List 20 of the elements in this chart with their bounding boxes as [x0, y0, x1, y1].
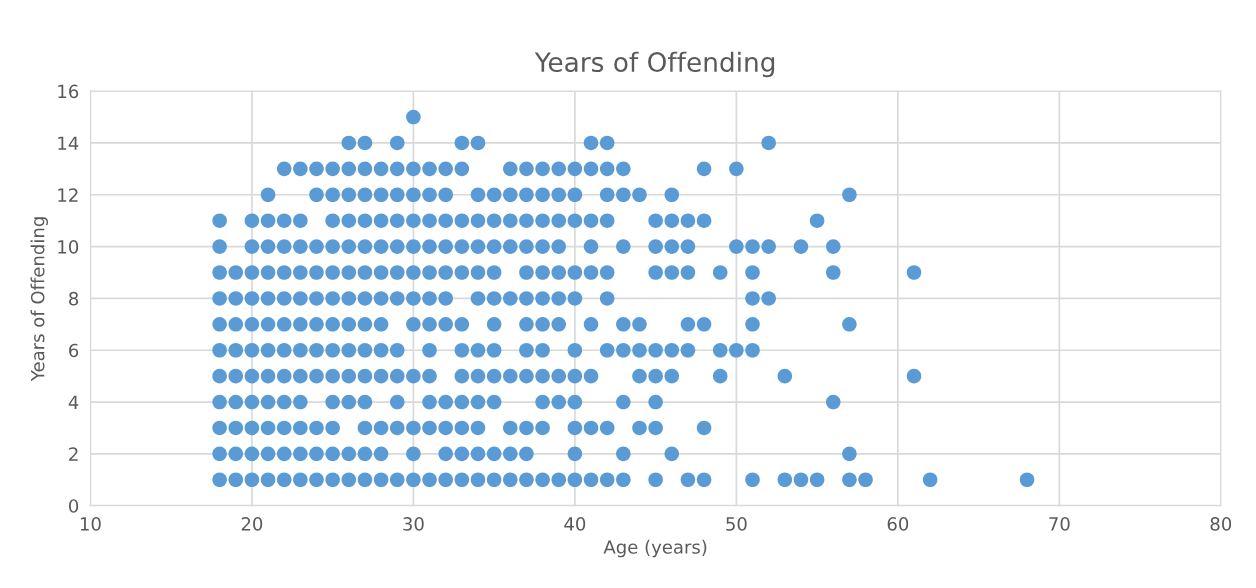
- y-tick-label: 4: [68, 395, 79, 409]
- y-axis-title: Years of Offending: [30, 217, 49, 382]
- x-tick-label: 30: [403, 517, 424, 531]
- y-tick-label: 16: [58, 84, 79, 99]
- y-tick-label: 0: [69, 499, 79, 513]
- y-tick-label: 10: [58, 240, 79, 254]
- x-tick-label: 50: [726, 517, 747, 531]
- y-tick-label: 14: [58, 136, 79, 150]
- x-tick-label: 60: [887, 517, 909, 531]
- x-tick-label: 70: [1049, 517, 1070, 531]
- y-tick-label: 8: [69, 291, 79, 306]
- y-tick-label: 6: [69, 343, 79, 358]
- x-tick-label: 80: [1210, 517, 1232, 531]
- y-tick-label: 2: [69, 447, 78, 461]
- x-tick-label: 40: [564, 517, 586, 531]
- chart-title: Years of Offending: [534, 51, 775, 78]
- y-tick-label: 12: [58, 188, 78, 202]
- x-axis-title: Age (years): [603, 539, 707, 558]
- x-tick-label: 20: [241, 517, 263, 531]
- x-tick-label: 10: [80, 517, 101, 531]
